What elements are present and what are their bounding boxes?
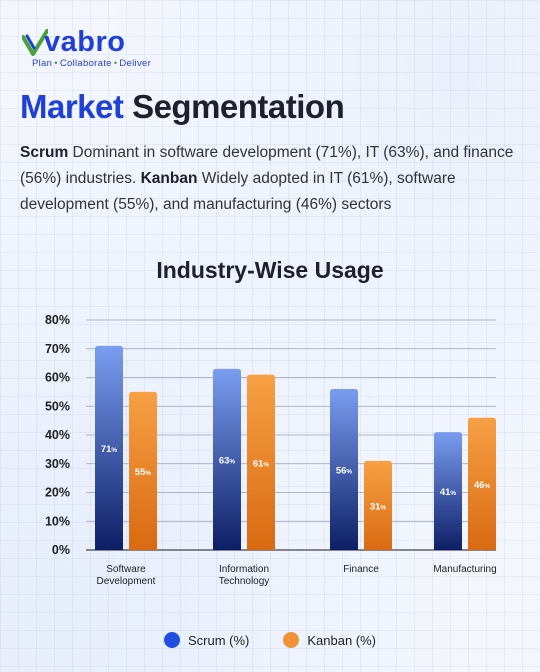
bar-scrum bbox=[434, 432, 462, 550]
legend-label-kanban: Kanban (%) bbox=[307, 632, 377, 648]
bar-kanban bbox=[129, 391, 157, 550]
x-tick-label: Software Development bbox=[97, 564, 156, 587]
legend-label-scrum: Scrum (%) bbox=[187, 632, 250, 648]
scrum-label: Scrum bbox=[20, 144, 69, 161]
tagline-collaborate: Collaborate bbox=[59, 58, 112, 69]
bar-scrum bbox=[213, 368, 241, 550]
y-tick-label: 30% bbox=[45, 457, 70, 471]
scrum-text: Dominant in software development (71%), … bbox=[20, 144, 514, 187]
data-label-kanban: 61% bbox=[253, 458, 270, 469]
y-tick-label: 70% bbox=[45, 342, 70, 356]
bar-scrum bbox=[95, 345, 123, 550]
y-tick-label: 40% bbox=[45, 428, 70, 442]
tagline-plan: Plan bbox=[32, 58, 53, 69]
summary-text: Scrum Dominant in software development (… bbox=[20, 140, 520, 218]
data-label-kanban: 46% bbox=[474, 480, 491, 491]
chart-legend: Scrum (%) Kanban (%) bbox=[0, 632, 540, 648]
legend-swatch-kanban bbox=[283, 632, 300, 648]
y-tick-label: 20% bbox=[45, 486, 70, 500]
kanban-text: Widely adopted in IT (61%), software dev… bbox=[20, 170, 456, 213]
x-tick-label: Finance bbox=[343, 564, 379, 575]
chart-title: Industry-Wise Usage bbox=[156, 257, 384, 283]
y-tick-label: 10% bbox=[45, 514, 70, 528]
title-accent: Market bbox=[20, 88, 124, 125]
data-label-kanban: 31% bbox=[370, 501, 387, 512]
bar-kanban bbox=[364, 460, 392, 550]
x-tick-label: Manufacturing bbox=[433, 564, 496, 575]
y-tick-label: 60% bbox=[45, 371, 70, 385]
legend-swatch-scrum bbox=[163, 632, 180, 648]
legend-item-kanban: Kanban (%) bbox=[283, 632, 376, 648]
data-label-scrum: 71% bbox=[101, 444, 118, 455]
bar-kanban bbox=[468, 417, 496, 550]
bar-kanban bbox=[247, 374, 275, 550]
legend-item-scrum: Scrum (%) bbox=[163, 632, 250, 648]
data-label-kanban: 55% bbox=[135, 467, 152, 478]
title-rest: Segmentation bbox=[132, 88, 345, 125]
kanban-label: Kanban bbox=[140, 170, 198, 187]
logo-wordmark: vabro bbox=[44, 26, 126, 58]
data-label-scrum: 56% bbox=[336, 466, 353, 477]
logo-tagline: Plan • Collaborate • Deliver bbox=[32, 58, 152, 69]
data-label-scrum: 63% bbox=[219, 455, 236, 466]
data-label-scrum: 41% bbox=[440, 487, 457, 498]
y-tick-label: 50% bbox=[45, 399, 70, 413]
bar-scrum bbox=[330, 389, 358, 550]
tagline-deliver: Deliver bbox=[119, 58, 152, 69]
page-title: Market Segmentation bbox=[20, 88, 345, 126]
vabro-check-icon bbox=[22, 29, 48, 56]
y-tick-label: 0% bbox=[52, 543, 70, 557]
x-tick-label: Information Technology bbox=[219, 564, 270, 587]
vabro-logo: vabro Plan • Collaborate • Deliver bbox=[22, 26, 172, 70]
y-tick-label: 80% bbox=[45, 313, 70, 327]
